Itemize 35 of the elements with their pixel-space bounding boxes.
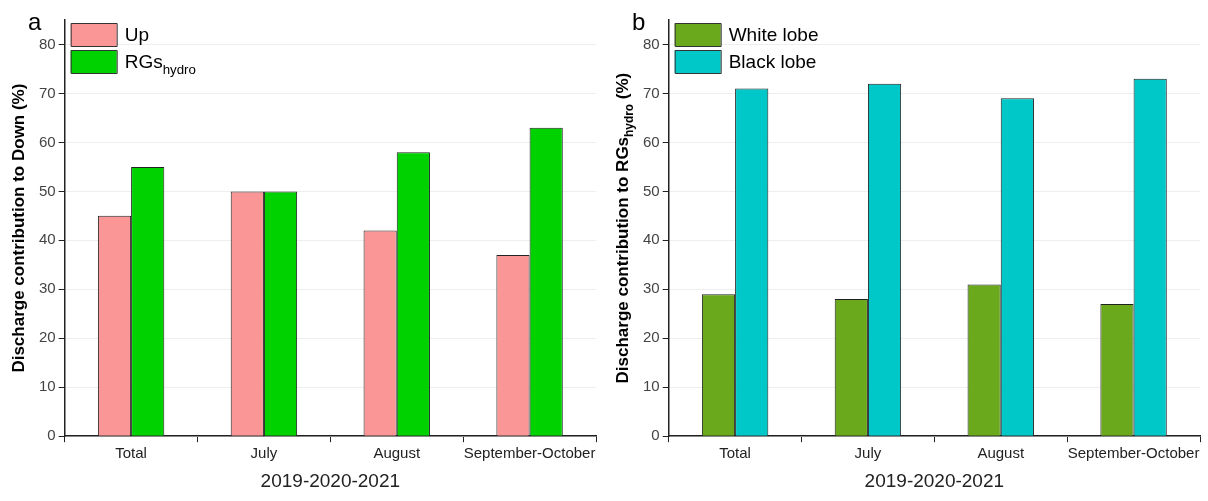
legend-label: White lobe — [728, 24, 819, 45]
chart-title: b — [632, 8, 646, 35]
x-tick-label: Total — [115, 444, 147, 462]
y-tick-label: 0 — [651, 426, 660, 444]
x-tick-label: August — [373, 444, 421, 462]
y-tick-label: 30 — [39, 279, 56, 297]
y-tick-label: 40 — [39, 230, 56, 248]
x-tick-label: August — [977, 444, 1025, 462]
x-tick-label: July — [854, 444, 882, 462]
y-tick-label: 0 — [47, 426, 56, 444]
y-tick-label: 80 — [39, 34, 56, 52]
legend-label: Up — [124, 24, 149, 45]
y-axis-title: Discharge contribution to RGshydro (%) — [613, 72, 637, 384]
x-tick-label: Total — [719, 444, 751, 462]
y-axis-title: Discharge contribution to Down (%) — [9, 83, 28, 373]
legend-label: Black lobe — [728, 51, 817, 72]
y-tick-label: 70 — [643, 83, 660, 101]
y-tick-label: 10 — [39, 377, 56, 395]
x-tick-label: September-October — [1067, 444, 1200, 462]
y-tick-label: 60 — [643, 132, 660, 150]
y-tick-label: 60 — [39, 132, 56, 150]
y-tick-label: 30 — [643, 279, 660, 297]
y-tick-label: 50 — [643, 181, 660, 199]
y-tick-label: 80 — [643, 34, 660, 52]
x-tick-label: July — [250, 444, 278, 462]
x-axis-title: 2019-2020-2021 — [260, 469, 401, 491]
y-tick-label: 20 — [643, 328, 660, 346]
y-tick-label: 50 — [39, 181, 56, 199]
chart-title: a — [28, 8, 42, 35]
y-tick-label: 70 — [39, 83, 56, 101]
y-tick-label: 20 — [39, 328, 56, 346]
x-axis-title: 2019-2020-2021 — [864, 469, 1005, 491]
y-tick-label: 40 — [643, 230, 660, 248]
x-tick-label: September-October — [463, 444, 596, 462]
y-tick-label: 10 — [643, 377, 660, 395]
